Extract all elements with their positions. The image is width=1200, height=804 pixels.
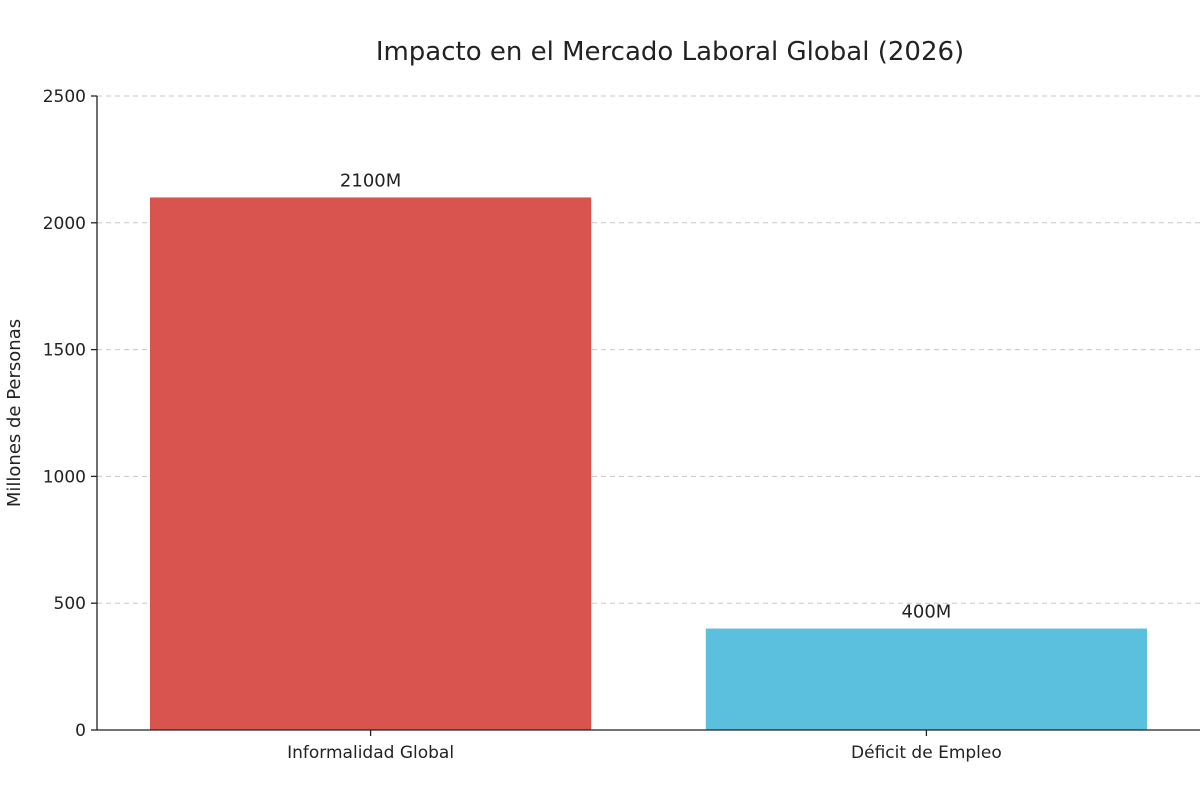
- bar: [150, 197, 592, 730]
- axes: [96, 96, 1200, 731]
- y-tick-label: 2500: [43, 87, 86, 107]
- y-tick-label: 500: [54, 594, 86, 614]
- value-labels: 2100M 400M: [340, 170, 951, 622]
- x-ticks: Informalidad Global Déficit de Empleo: [287, 730, 1002, 763]
- x-tick-label: Informalidad Global: [287, 743, 454, 763]
- data-label: 2100M: [340, 170, 401, 191]
- chart-title: Impacto en el Mercado Laboral Global (20…: [376, 37, 964, 67]
- bars: [150, 197, 1147, 730]
- data-label: 400M: [901, 602, 951, 623]
- y-tick-label: 0: [75, 721, 86, 741]
- y-tick-label: 1500: [43, 341, 86, 361]
- y-tick-label: 2000: [43, 214, 86, 234]
- y-axis-label: Millones de Personas: [4, 319, 25, 507]
- y-tick-label: 1000: [43, 467, 86, 487]
- bar: [705, 628, 1147, 730]
- y-ticks: 0 500 1000 1500 2000 2500: [43, 87, 97, 741]
- x-tick-label: Déficit de Empleo: [851, 743, 1002, 763]
